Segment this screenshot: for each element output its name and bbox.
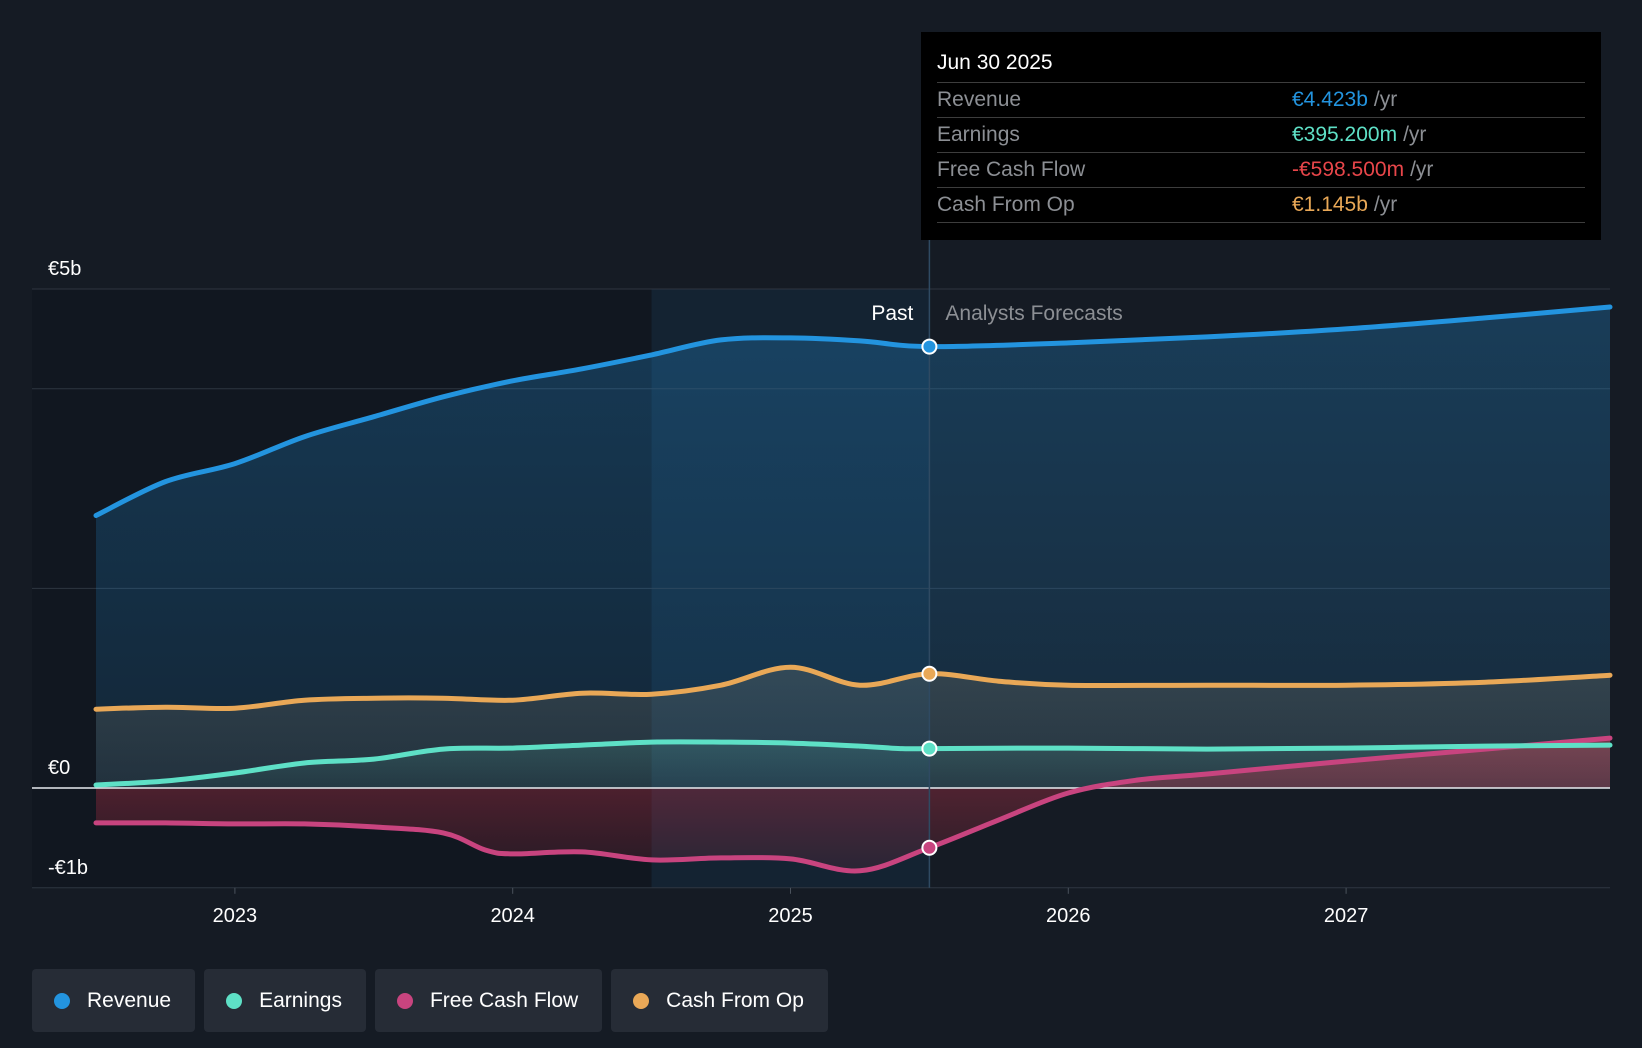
- x-tick-label: 2024: [490, 905, 535, 927]
- tooltip-unit: /yr: [1373, 193, 1398, 216]
- x-tick-label: 2026: [1046, 905, 1091, 927]
- forecast-label: Analysts Forecasts: [945, 302, 1122, 325]
- tooltip-unit: /yr: [1410, 158, 1434, 181]
- legend-label: Earnings: [259, 988, 342, 1012]
- legend-dot-icon: [396, 992, 413, 1009]
- legend-dot-icon: [226, 992, 243, 1009]
- tooltip-date: Jun 30 2025: [937, 48, 1585, 83]
- tooltip-unit: /yr: [1403, 123, 1427, 146]
- tooltip-unit: /yr: [1373, 88, 1398, 111]
- revenue-line: [93, 304, 1613, 518]
- legend-item-cash-from-op[interactable]: Cash From Op: [611, 969, 828, 1032]
- tooltip-value: €4.423b: [1292, 88, 1368, 111]
- revenue-marker: [921, 338, 938, 355]
- revenue-area: [96, 307, 1610, 788]
- tooltip-label: Cash From Op: [937, 193, 1075, 216]
- legend-dot-icon: [54, 992, 70, 1009]
- earnings-line: [93, 739, 1613, 788]
- tooltip-label: Earnings: [937, 123, 1020, 146]
- legend-item-free-cash-flow[interactable]: Free Cash Flow: [374, 969, 603, 1032]
- cfo-marker: [921, 665, 938, 682]
- free-cash-flow-area: [96, 738, 1610, 872]
- legend-label: Cash From Op: [666, 988, 804, 1012]
- tooltip-panel: Jun 30 2025 Revenue €4.423b /yr Earnings…: [921, 32, 1601, 240]
- tooltip-label: Revenue: [937, 88, 1022, 111]
- x-tick-label: 2027: [1324, 905, 1369, 927]
- y-tick-label: -€1b: [48, 857, 88, 879]
- legend: Revenue Earnings Free Cash Flow Cash Fro…: [32, 969, 837, 1032]
- tooltip-value: -€598.500m: [1292, 158, 1405, 181]
- tooltip-label: Free Cash Flow: [937, 158, 1086, 181]
- tooltip-row-free-cash-flow: Free Cash Flow -€598.500m /yr: [937, 153, 1585, 188]
- past-label: Past: [871, 302, 913, 325]
- y-tick-label: €0: [48, 757, 70, 779]
- x-tick-label: 2023: [213, 905, 258, 927]
- tooltip-row-revenue: Revenue €4.423b /yr: [937, 83, 1585, 118]
- legend-item-revenue[interactable]: Revenue: [32, 969, 196, 1032]
- legend-dot-icon: [633, 992, 650, 1009]
- legend-item-earnings[interactable]: Earnings: [204, 969, 366, 1032]
- tooltip-row-cash-from-op: Cash From Op €1.145b /yr: [937, 188, 1585, 223]
- tooltip-value: €395.200m: [1292, 123, 1398, 146]
- tooltip-value: €1.145b: [1292, 193, 1368, 216]
- earnings-marker: [921, 740, 938, 757]
- cfo-line: [93, 664, 1613, 712]
- fcf-line: [93, 735, 1613, 874]
- legend-label: Revenue: [87, 988, 172, 1012]
- x-tick-label: 2025: [768, 905, 813, 927]
- fcf-marker: [921, 839, 938, 856]
- tooltip-row-earnings: Earnings €395.200m /yr: [937, 118, 1585, 153]
- legend-label: Free Cash Flow: [429, 988, 579, 1012]
- y-tick-label: €5b: [48, 258, 81, 280]
